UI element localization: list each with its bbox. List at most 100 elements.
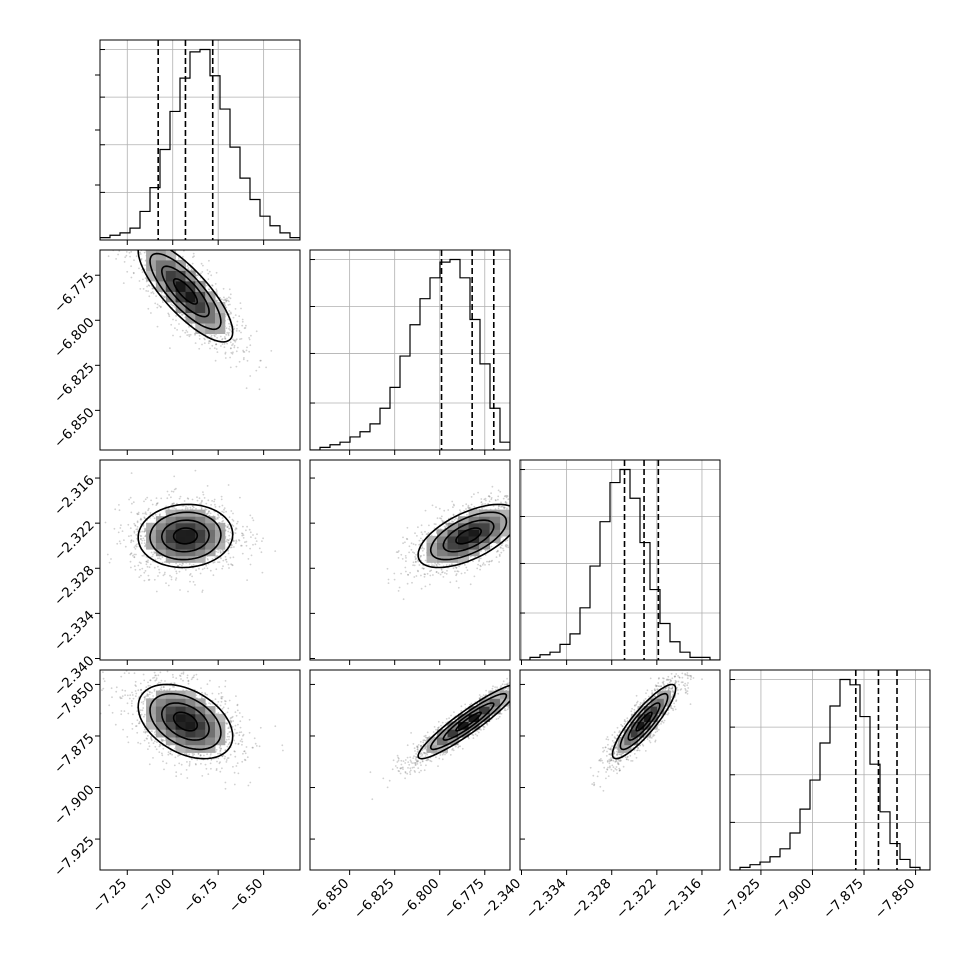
scatter-point: [417, 570, 419, 573]
scatter-point: [142, 525, 145, 527]
scatter-point: [215, 300, 218, 302]
scatter-point: [174, 327, 176, 330]
scatter-point: [163, 573, 166, 576]
scatter-panel-2-1: [309, 459, 556, 661]
scatter-point: [203, 567, 206, 570]
scatter-point: [554, 494, 556, 496]
scatter-point: [82, 201, 84, 203]
scatter-point: [229, 531, 232, 534]
scatter-point: [214, 506, 217, 508]
scatter-point: [130, 540, 133, 542]
scatter-point: [200, 506, 203, 509]
scatter-point: [143, 229, 145, 231]
scatter-point: [138, 576, 141, 578]
scatter-point: [413, 564, 416, 567]
scatter-point: [142, 537, 145, 540]
density-cell: [447, 522, 459, 530]
scatter-point: [498, 553, 501, 556]
scatter-point: [206, 557, 209, 560]
contour-line: [172, 527, 199, 545]
scatter-point: [178, 243, 180, 245]
scatter-point: [201, 589, 204, 592]
scatter-point: [501, 505, 504, 508]
scatter-point: [137, 244, 139, 246]
scatter-point: [214, 503, 216, 506]
scatter-point: [226, 526, 229, 528]
scatter-point: [159, 306, 162, 309]
scatter-point: [490, 497, 493, 499]
density-cell: [185, 542, 196, 550]
density-cell: [447, 535, 459, 543]
scatter-point: [522, 534, 524, 536]
scatter-point: [152, 553, 155, 556]
scatter-point: [143, 542, 146, 544]
scatter-point: [140, 518, 143, 521]
scatter-point: [139, 568, 141, 571]
scatter-point: [233, 783, 236, 786]
density-cell: [165, 522, 177, 530]
scatter-point: [224, 299, 227, 301]
scatter-point: [119, 527, 122, 529]
scatter-point: [132, 697, 135, 700]
density-cell: [426, 535, 438, 543]
scatter-point: [415, 560, 417, 563]
scatter-point: [159, 513, 161, 516]
scatter-point: [141, 223, 143, 225]
scatter-point: [199, 277, 202, 279]
scatter-point: [234, 339, 237, 342]
scatter-point: [139, 531, 142, 533]
scatter-point: [529, 499, 531, 501]
scatter-point: [228, 534, 231, 537]
scatter-point: [226, 711, 229, 714]
scatter-point: [129, 560, 132, 563]
scatter-point: [441, 521, 444, 523]
scatter-point: [153, 241, 155, 243]
scatter-point: [525, 504, 527, 506]
scatter-point: [232, 343, 234, 345]
scatter-point: [189, 506, 192, 509]
scatter-point: [143, 516, 146, 519]
scatter-point: [115, 230, 117, 232]
scatter-point: [224, 351, 227, 354]
scatter-point: [421, 567, 424, 569]
scatter-point: [103, 199, 105, 201]
scatter-point: [133, 556, 136, 558]
scatter-point: [500, 544, 503, 547]
scatter-point: [414, 558, 417, 561]
scatter-point: [497, 489, 500, 492]
scatter-point: [420, 524, 423, 527]
scatter-point: [118, 250, 121, 252]
scatter-point: [204, 508, 207, 510]
density-cell: [165, 270, 177, 282]
scatter-point: [192, 252, 195, 255]
scatter-point: [395, 551, 398, 553]
scatter-point: [159, 558, 162, 560]
scatter-point: [220, 345, 222, 347]
scatter-point: [404, 541, 406, 544]
scatter-point: [216, 351, 219, 353]
scatter-point: [169, 574, 171, 577]
scatter-point: [540, 488, 542, 490]
scatter-point: [145, 560, 148, 563]
scatter-point: [526, 517, 528, 519]
density-cell: [165, 549, 177, 557]
scatter-point: [208, 340, 211, 342]
histogram-panel-2: [519, 459, 721, 661]
scatter-point: [227, 334, 230, 337]
scatter-point: [242, 358, 245, 361]
scatter-point: [135, 692, 138, 695]
scatter-point: [455, 566, 458, 569]
scatter-point: [188, 563, 191, 565]
scatter-point: [227, 526, 229, 528]
density-cell: [447, 529, 459, 537]
scatter-point: [163, 296, 165, 299]
scatter-point: [507, 546, 510, 549]
scatter-point: [222, 519, 225, 522]
scatter-point: [133, 245, 135, 247]
scatter-point: [245, 544, 248, 547]
scatter-point: [158, 305, 161, 307]
scatter-point: [147, 222, 149, 224]
scatter-point: [542, 551, 544, 553]
scatter-point: [133, 553, 136, 556]
scatter-point: [456, 518, 459, 520]
